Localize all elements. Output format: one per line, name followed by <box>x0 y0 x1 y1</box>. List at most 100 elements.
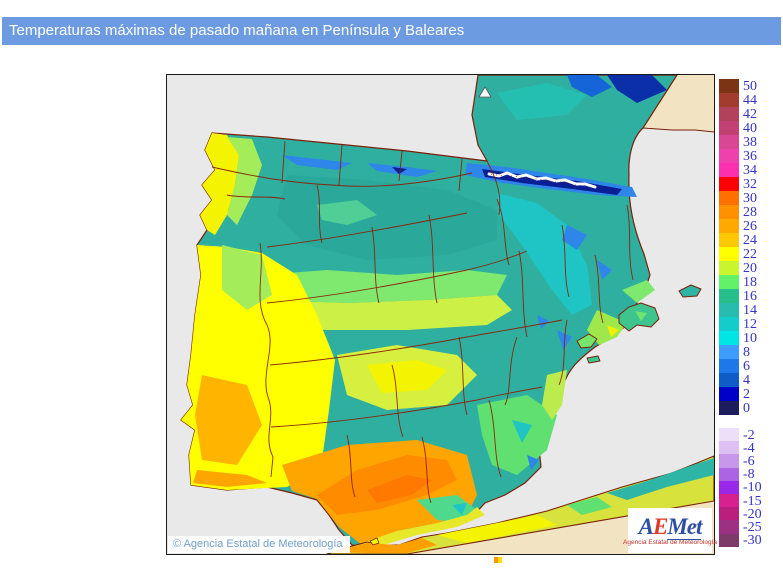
legend-swatch <box>719 219 739 233</box>
legend-value: -30 <box>743 533 762 549</box>
legend-swatch <box>719 261 739 275</box>
france-outside-data <box>642 75 714 133</box>
legend-row: -2 <box>719 427 762 443</box>
legend-row: 0 <box>719 401 762 416</box>
legend-row: 26 <box>719 219 762 234</box>
legend-swatch <box>719 331 739 345</box>
legend-row: 10 <box>719 331 762 346</box>
stray-mark <box>494 557 502 563</box>
legend-value: -20 <box>743 506 762 522</box>
africa-coast <box>326 455 714 554</box>
legend-value: -2 <box>743 427 755 443</box>
province-borders <box>211 140 634 504</box>
legend-row: -25 <box>719 519 762 535</box>
legend-swatch <box>719 493 739 508</box>
legend-row: 6 <box>719 359 762 374</box>
legend-row: 18 <box>719 275 762 290</box>
legend-row: -10 <box>719 480 762 496</box>
legend-value: -6 <box>743 453 755 469</box>
legend-row: 28 <box>719 205 762 220</box>
legend-value: 34 <box>743 163 757 178</box>
legend-row: -20 <box>719 506 762 522</box>
aemet-logo-letter-e: E <box>652 513 668 539</box>
legend-row: 16 <box>719 289 762 304</box>
legend-row: 8 <box>719 345 762 360</box>
legend-swatch <box>719 520 739 534</box>
legend-value: 50 <box>743 79 757 94</box>
legend-value: 20 <box>743 261 757 276</box>
legend-row: -4 <box>719 440 762 456</box>
legend-row: 40 <box>719 121 762 136</box>
legend-swatch <box>719 135 739 149</box>
legend-swatch <box>719 289 739 303</box>
legend-row: 42 <box>719 107 762 122</box>
legend-row: 36 <box>719 149 762 164</box>
legend-value: -25 <box>743 519 762 535</box>
temperature-map <box>167 75 714 554</box>
legend-swatch <box>719 454 739 468</box>
legend-swatch <box>719 149 739 163</box>
legend-value: 6 <box>743 359 750 374</box>
legend-value: 10 <box>743 331 757 346</box>
legend-row: 38 <box>719 135 762 150</box>
legend-swatch <box>719 401 739 415</box>
legend-value: -4 <box>743 440 755 456</box>
legend-value: -15 <box>743 493 762 509</box>
legend-row: 34 <box>719 163 762 178</box>
legend-row: -30 <box>719 533 762 549</box>
marker-triangle-icon <box>478 86 492 98</box>
legend-swatch <box>719 121 739 135</box>
copyright-badge: © Agencia Estatal de Meteorología <box>168 536 350 553</box>
legend-swatch <box>719 441 739 455</box>
legend-swatch <box>719 467 739 481</box>
legend-value: 36 <box>743 149 757 164</box>
legend-value: 26 <box>743 219 757 234</box>
legend-swatch <box>719 93 739 107</box>
legend-value: 28 <box>743 205 757 220</box>
legend-value: 18 <box>743 275 757 290</box>
legend-swatch <box>719 345 739 359</box>
legend-row: 30 <box>719 191 762 206</box>
legend-value: 38 <box>743 135 757 150</box>
legend-swatch <box>719 359 739 373</box>
aemet-logo-text: AEMet <box>638 513 702 540</box>
temperature-legend: 50 44 42 40 38 36 34 32 30 28 26 24 22 20 18 16 14 12 10 8 6… <box>719 79 762 549</box>
legend-value: 2 <box>743 387 750 402</box>
legend-value: 44 <box>743 93 757 108</box>
legend-value: 4 <box>743 373 750 388</box>
legend-swatch <box>719 79 739 93</box>
pyrenees <box>465 163 637 197</box>
aemet-logo-letter-a: A <box>638 513 654 539</box>
legend-swatch <box>719 233 739 247</box>
legend-value: 30 <box>743 191 757 206</box>
legend-swatch <box>719 480 739 494</box>
aemet-logo: AEMet Agencia Estatal de Meteorología <box>623 508 717 553</box>
legend-row: 50 <box>719 79 762 94</box>
legend-swatch <box>719 303 739 317</box>
legend-row: 14 <box>719 303 762 318</box>
legend-swatch <box>719 191 739 205</box>
legend-row: 12 <box>719 317 762 332</box>
legend-value: -8 <box>743 467 755 483</box>
legend-value: 12 <box>743 317 757 332</box>
temperature-shading <box>181 75 667 547</box>
legend-swatch <box>719 275 739 289</box>
legend-swatch <box>719 163 739 177</box>
aemet-logo-subtitle: Agencia Estatal de Meteorología <box>623 538 717 546</box>
legend-value: 24 <box>743 233 757 248</box>
legend-swatch <box>719 533 739 547</box>
legend-value: 22 <box>743 247 757 262</box>
legend-swatch <box>719 317 739 331</box>
legend-row: 20 <box>719 261 762 276</box>
legend-value: -10 <box>743 480 762 496</box>
legend-swatch <box>719 373 739 387</box>
legend-value: 42 <box>743 107 757 122</box>
legend-row: -8 <box>719 467 762 483</box>
legend-swatch <box>719 177 739 191</box>
legend-row: 32 <box>719 177 762 192</box>
aemet-logo-letters-met: Met <box>667 513 702 540</box>
legend-value: 14 <box>743 303 757 318</box>
balearic-islands <box>576 284 702 364</box>
legend-swatch <box>719 247 739 261</box>
